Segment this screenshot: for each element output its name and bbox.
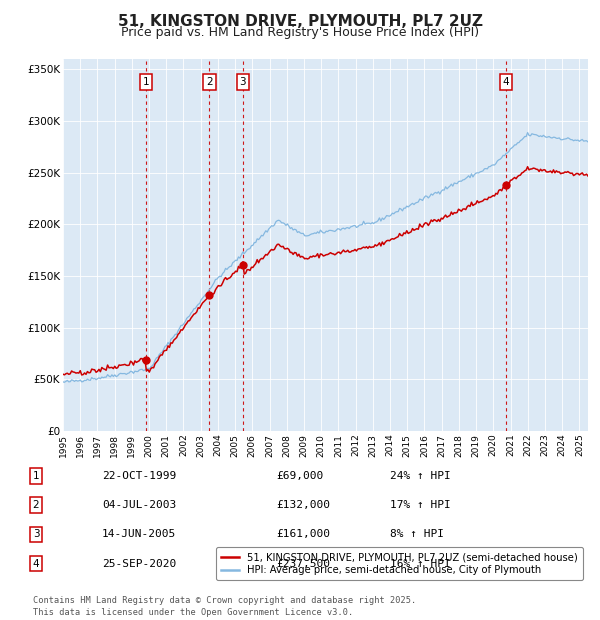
Text: 1: 1 xyxy=(32,471,40,481)
Text: £161,000: £161,000 xyxy=(276,529,330,539)
Text: 1: 1 xyxy=(142,77,149,87)
Text: 04-JUL-2003: 04-JUL-2003 xyxy=(102,500,176,510)
Text: 2: 2 xyxy=(206,77,213,87)
Text: 3: 3 xyxy=(32,529,40,539)
Text: 4: 4 xyxy=(503,77,509,87)
Text: 3: 3 xyxy=(239,77,246,87)
Text: 17% ↑ HPI: 17% ↑ HPI xyxy=(390,500,451,510)
Text: 8% ↑ HPI: 8% ↑ HPI xyxy=(390,529,444,539)
Text: 16% ↑ HPI: 16% ↑ HPI xyxy=(390,559,451,569)
Text: 2: 2 xyxy=(32,500,40,510)
Text: 14-JUN-2005: 14-JUN-2005 xyxy=(102,529,176,539)
Text: 24% ↑ HPI: 24% ↑ HPI xyxy=(390,471,451,481)
Text: £237,500: £237,500 xyxy=(276,559,330,569)
Text: £132,000: £132,000 xyxy=(276,500,330,510)
Text: £69,000: £69,000 xyxy=(276,471,323,481)
Text: Contains HM Land Registry data © Crown copyright and database right 2025.
This d: Contains HM Land Registry data © Crown c… xyxy=(33,596,416,617)
Text: Price paid vs. HM Land Registry's House Price Index (HPI): Price paid vs. HM Land Registry's House … xyxy=(121,26,479,39)
Text: 4: 4 xyxy=(32,559,40,569)
Text: 51, KINGSTON DRIVE, PLYMOUTH, PL7 2UZ: 51, KINGSTON DRIVE, PLYMOUTH, PL7 2UZ xyxy=(118,14,482,29)
Legend: 51, KINGSTON DRIVE, PLYMOUTH, PL7 2UZ (semi-detached house), HPI: Average price,: 51, KINGSTON DRIVE, PLYMOUTH, PL7 2UZ (s… xyxy=(216,547,583,580)
Text: 22-OCT-1999: 22-OCT-1999 xyxy=(102,471,176,481)
Text: 25-SEP-2020: 25-SEP-2020 xyxy=(102,559,176,569)
